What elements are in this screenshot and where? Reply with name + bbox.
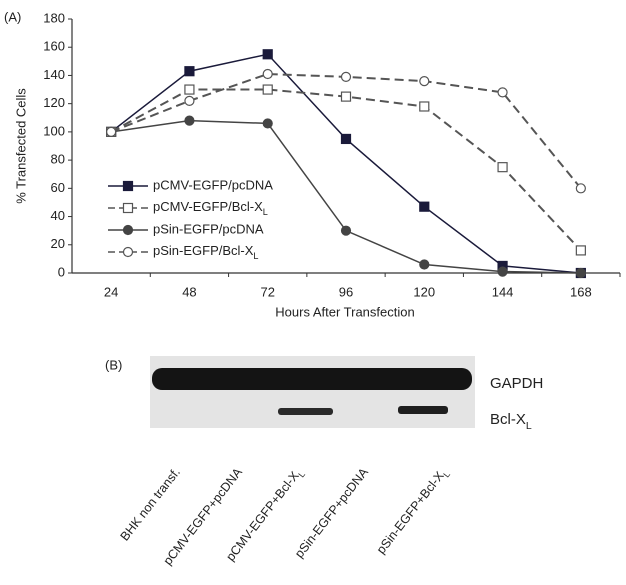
legend-marker [122, 246, 134, 258]
data-point [340, 71, 352, 82]
bcl-band [398, 406, 448, 414]
y-tick-label: 0 [58, 264, 65, 279]
lane-label: pSin-EGFP+Bcl-XL [374, 465, 452, 559]
bcl-band [278, 408, 333, 415]
data-point [340, 225, 352, 236]
data-point [262, 84, 273, 95]
panel-label: (A) [4, 9, 21, 24]
x-tick-label: 144 [492, 284, 514, 299]
band-label: GAPDH [490, 375, 543, 392]
lane-label: BHK non transf. [118, 465, 183, 543]
y-tick-label: 180 [43, 10, 65, 25]
y-axis-label: % Transfected Cells [13, 88, 28, 204]
data-point [106, 126, 117, 137]
legend-marker [122, 202, 134, 214]
legend-marker [122, 180, 134, 192]
band-label: Bcl-XL [490, 411, 532, 432]
blot-membrane [150, 356, 475, 428]
data-point [419, 201, 430, 212]
y-tick-label: 160 [43, 39, 65, 54]
data-point [184, 84, 195, 95]
data-point [497, 87, 508, 98]
legend-label: pCMV-EGFP/pcDNA [153, 177, 273, 192]
data-point [419, 101, 430, 112]
data-point [262, 49, 273, 60]
legend-marker [122, 224, 134, 236]
data-point [184, 66, 195, 77]
x-tick-label: 48 [182, 284, 196, 299]
data-point [575, 245, 586, 256]
y-tick-label: 60 [51, 180, 65, 195]
series-line [110, 53, 581, 274]
data-point [340, 91, 352, 102]
series-line [110, 73, 582, 189]
x-tick-label: 24 [104, 284, 118, 299]
data-point [262, 118, 273, 129]
data-point [497, 266, 508, 277]
x-tick-label: 120 [413, 284, 435, 299]
y-tick-label: 140 [43, 67, 65, 82]
data-point [184, 115, 195, 126]
legend-label: pCMV-EGFP/Bcl-XL [153, 199, 268, 217]
data-point [419, 259, 430, 270]
gapdh-band [152, 368, 472, 390]
data-point [419, 75, 430, 87]
legend-label: pSin-EGFP/pcDNA [153, 221, 264, 236]
legend-label: pSin-EGFP/Bcl-XL [153, 243, 258, 261]
y-tick-label: 80 [51, 152, 65, 167]
y-tick-label: 20 [51, 236, 65, 251]
y-tick-label: 120 [43, 95, 65, 110]
data-point [575, 267, 586, 279]
blot-image [150, 356, 475, 428]
data-point [497, 162, 508, 173]
data-point [575, 183, 586, 194]
data-point [184, 95, 195, 106]
x-tick-label: 96 [339, 284, 353, 299]
x-tick-label: 168 [570, 284, 592, 299]
y-tick-label: 40 [51, 208, 65, 223]
y-tick-label: 100 [43, 123, 65, 138]
data-point [262, 68, 273, 80]
x-tick-label: 72 [260, 284, 274, 299]
data-point [340, 133, 352, 145]
x-axis-label: Hours After Transfection [275, 304, 414, 319]
panel-label: (B) [105, 357, 122, 372]
